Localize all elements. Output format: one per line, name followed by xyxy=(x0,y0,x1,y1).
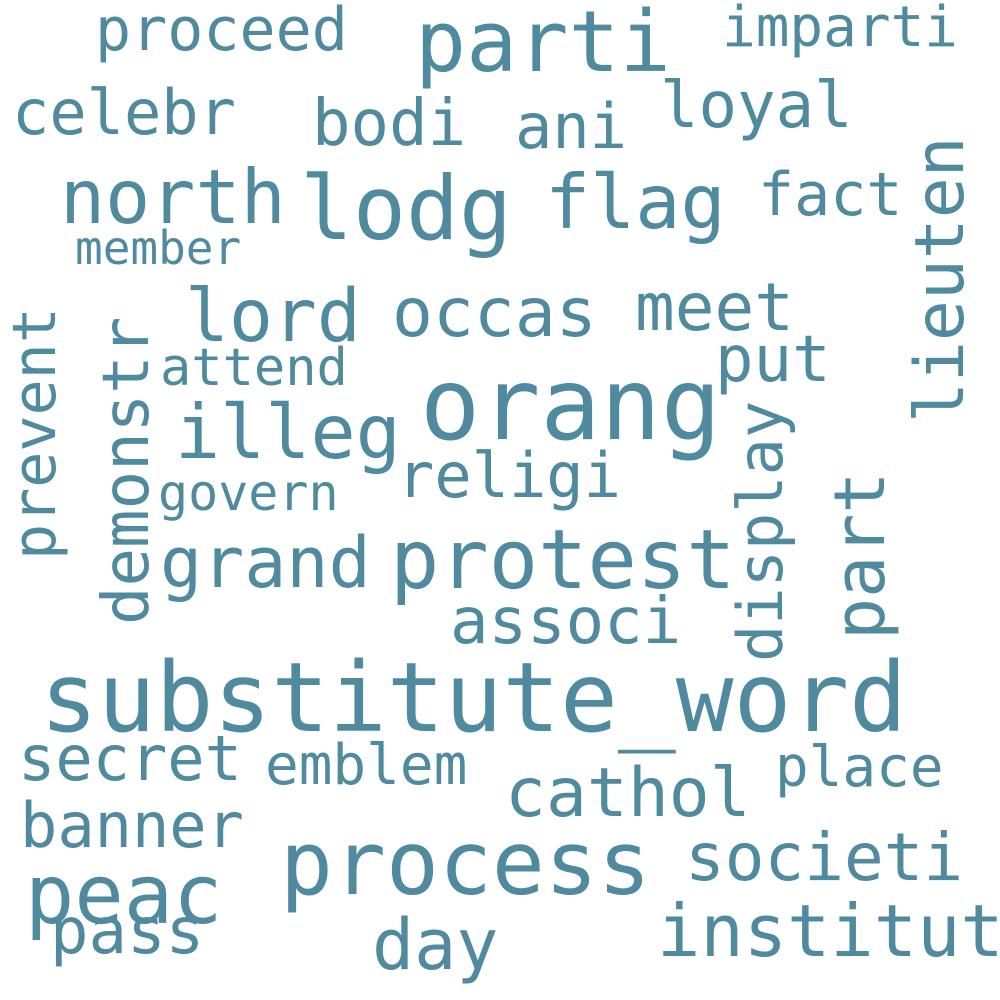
word-cathol: cathol xyxy=(505,754,751,833)
word-flag: flag xyxy=(545,158,726,246)
word-day: day xyxy=(372,904,499,986)
word-orang: orang xyxy=(420,346,722,463)
word-illeg: illeg xyxy=(175,388,401,476)
word-peac: peac xyxy=(25,848,223,943)
word-attend: attend xyxy=(160,338,348,398)
word-prevent: prevent xyxy=(0,307,70,560)
word-secret: secret xyxy=(18,722,242,795)
word-part: part xyxy=(819,471,901,640)
word-banner: banner xyxy=(20,789,244,862)
word-bodi: bodi xyxy=(312,87,467,161)
word-substitute-word: substitute_word xyxy=(40,642,907,754)
word-societi: societi xyxy=(685,819,964,896)
word-north: north xyxy=(60,153,286,241)
word-protest: protest xyxy=(390,513,736,608)
word-member: member xyxy=(75,221,242,275)
word-parti: parti xyxy=(415,0,671,92)
word-place: place xyxy=(775,735,944,800)
word-associ: associ xyxy=(450,585,682,659)
word-celebr: celebr xyxy=(12,76,236,149)
word-demonstr: demonstr xyxy=(90,316,164,625)
word-put: put xyxy=(715,323,831,397)
word-fact: fact xyxy=(758,160,903,230)
word-ani: ani xyxy=(515,90,627,163)
word-process: process xyxy=(280,812,651,915)
word-loyal: loyal xyxy=(660,69,853,143)
word-pass: pass xyxy=(50,895,205,969)
word-govern: govern xyxy=(158,464,339,522)
word-lodg: lodg xyxy=(300,157,512,260)
word-lieuten: lieuten xyxy=(901,136,980,423)
word-lord: lord xyxy=(185,274,361,359)
word-imparti: imparti xyxy=(722,0,959,60)
word-occas: occas xyxy=(392,274,597,353)
word-proceed: proceed xyxy=(95,0,348,65)
word-meet: meet xyxy=(635,269,794,346)
word-emblem: emblem xyxy=(265,733,468,798)
word-display: display xyxy=(724,400,797,662)
word-grand: grand xyxy=(160,522,371,604)
word-religi: religi xyxy=(397,439,621,512)
word-institut: institut xyxy=(657,889,1000,973)
